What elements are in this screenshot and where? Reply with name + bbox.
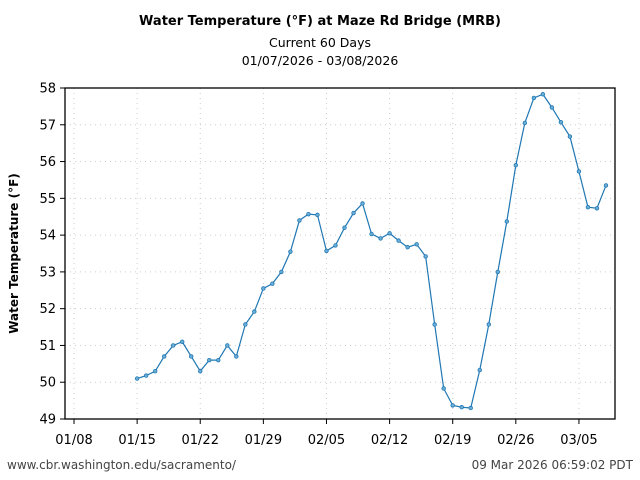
data-point bbox=[594, 206, 600, 211]
data-point bbox=[540, 92, 546, 97]
data-point bbox=[459, 405, 464, 410]
y-tick-label: 54 bbox=[39, 229, 56, 244]
data-point bbox=[567, 134, 573, 139]
data-point bbox=[396, 238, 401, 243]
x-tick-label: 01/29 bbox=[245, 433, 282, 448]
data-point bbox=[522, 120, 528, 126]
data-point bbox=[441, 386, 446, 391]
y-tick-label: 53 bbox=[39, 265, 56, 280]
data-point bbox=[351, 210, 356, 216]
data-point bbox=[279, 269, 284, 275]
data-point bbox=[576, 169, 582, 174]
data-point bbox=[468, 405, 473, 411]
data-point bbox=[252, 309, 257, 314]
y-tick-label: 57 bbox=[39, 118, 56, 133]
data-point bbox=[207, 357, 212, 363]
data-point bbox=[423, 254, 428, 259]
footer-timestamp: 09 Mar 2026 06:59:02 PDT bbox=[471, 458, 633, 472]
data-point bbox=[432, 322, 437, 327]
data-point bbox=[288, 249, 293, 254]
data-point bbox=[531, 95, 537, 101]
data-point bbox=[170, 343, 176, 348]
data-point bbox=[333, 243, 338, 248]
data-point bbox=[270, 281, 275, 286]
data-point bbox=[405, 245, 410, 250]
data-point bbox=[324, 248, 329, 254]
y-tick-label: 52 bbox=[39, 302, 56, 317]
data-point bbox=[585, 204, 591, 210]
data-point bbox=[450, 403, 455, 408]
data-point bbox=[143, 373, 149, 378]
x-tick-label: 03/05 bbox=[560, 433, 597, 448]
data-point bbox=[513, 163, 519, 168]
x-tick-label: 01/08 bbox=[55, 433, 92, 448]
x-tick-label: 02/12 bbox=[371, 433, 408, 448]
data-point bbox=[549, 105, 555, 110]
chart-subtitle: Current 60 Days bbox=[269, 35, 371, 50]
data-point bbox=[152, 368, 158, 374]
data-point bbox=[603, 183, 609, 188]
data-point bbox=[504, 219, 510, 224]
y-tick-label: 58 bbox=[39, 82, 56, 97]
data-point bbox=[261, 286, 266, 291]
data-point bbox=[414, 242, 419, 247]
data-point bbox=[134, 376, 140, 381]
y-tick-label: 49 bbox=[39, 413, 56, 428]
y-tick-label: 50 bbox=[39, 376, 56, 391]
data-point bbox=[198, 368, 203, 374]
data-point bbox=[297, 218, 302, 223]
data-point bbox=[342, 225, 347, 230]
data-point bbox=[161, 354, 167, 359]
data-point bbox=[495, 269, 500, 275]
chart-date-range: 01/07/2026 - 03/08/2026 bbox=[241, 53, 399, 68]
data-point bbox=[378, 236, 383, 241]
data-point bbox=[477, 367, 482, 373]
data-point bbox=[225, 343, 230, 348]
data-point bbox=[216, 357, 221, 363]
x-tick-label: 02/05 bbox=[308, 433, 345, 448]
x-tick-label: 02/19 bbox=[434, 433, 471, 448]
x-tick-label: 01/15 bbox=[118, 433, 155, 448]
data-point bbox=[306, 211, 311, 217]
data-point bbox=[315, 212, 320, 218]
footer-url[interactable]: www.cbr.washington.edu/sacramento/ bbox=[7, 458, 236, 472]
x-tick-label: 02/26 bbox=[497, 433, 534, 448]
y-tick-label: 55 bbox=[39, 192, 56, 207]
data-point bbox=[558, 120, 564, 125]
data-point bbox=[234, 354, 239, 359]
data-point bbox=[369, 231, 374, 237]
x-tick-label: 01/22 bbox=[182, 433, 219, 448]
data-point bbox=[189, 354, 194, 359]
data-point bbox=[360, 201, 365, 206]
plot-frame bbox=[64, 87, 616, 420]
y-tick-label: 56 bbox=[39, 155, 56, 170]
data-point bbox=[243, 322, 248, 327]
y-tick-label: 51 bbox=[39, 339, 56, 354]
y-axis-label: Water Temperature (°F) bbox=[7, 173, 21, 334]
data-point bbox=[180, 339, 185, 344]
data-point bbox=[387, 231, 392, 236]
data-point bbox=[486, 322, 491, 327]
chart-title: Water Temperature (°F) at Maze Rd Bridge… bbox=[139, 14, 501, 29]
